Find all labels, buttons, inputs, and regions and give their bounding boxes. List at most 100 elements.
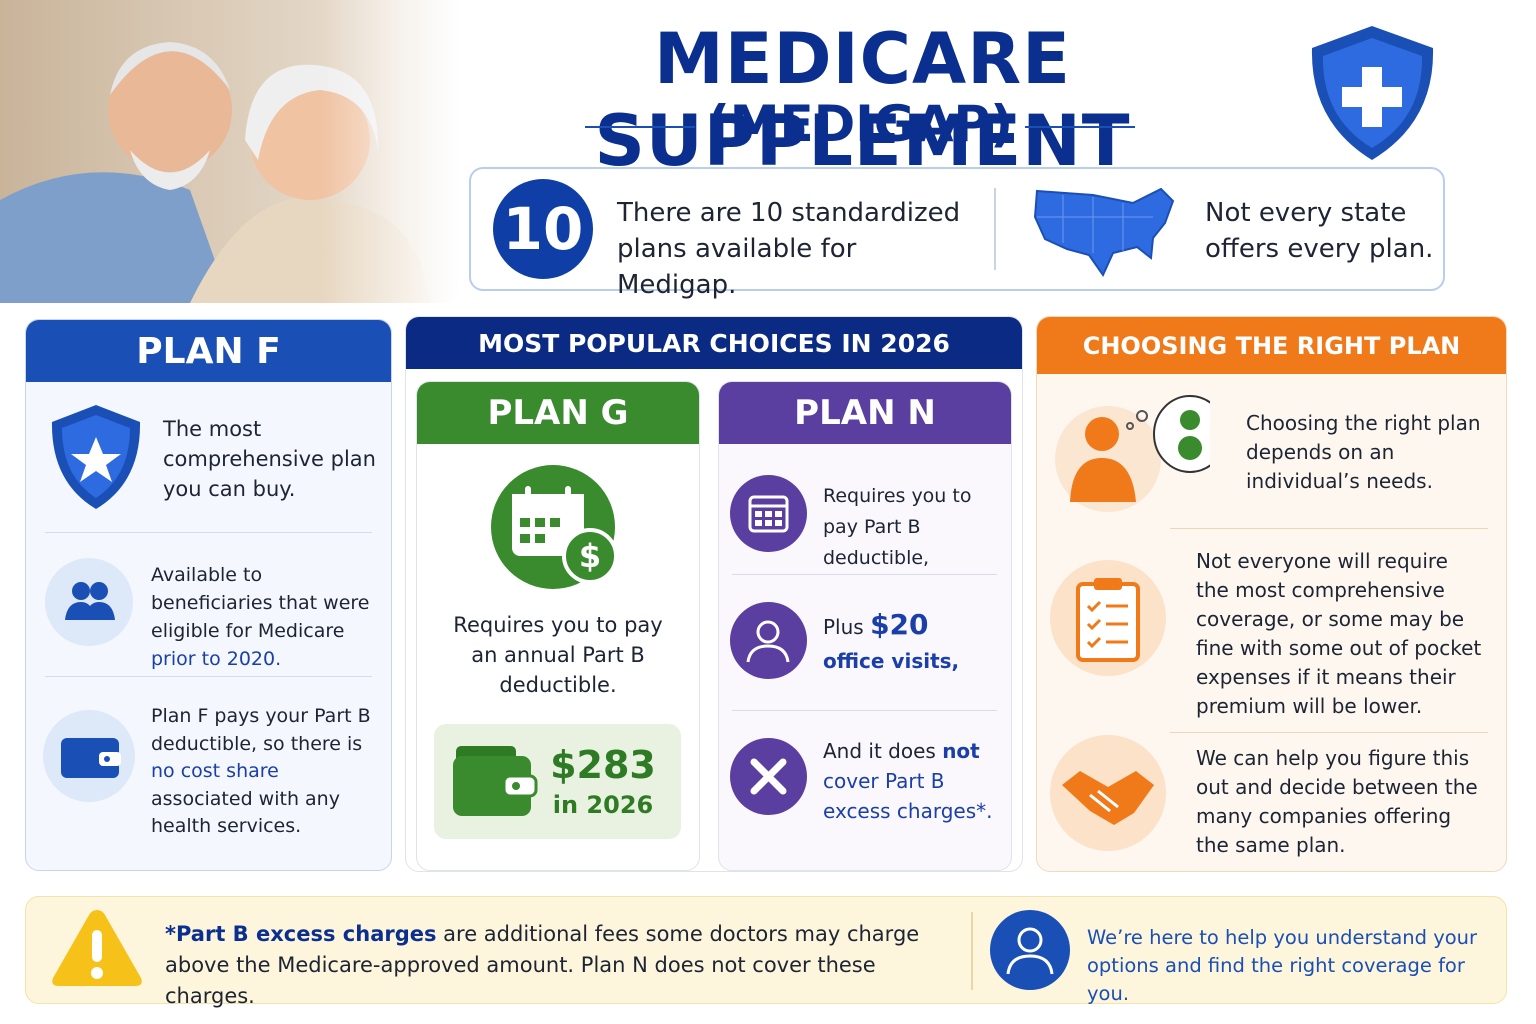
icon-shape — [775, 511, 782, 517]
icon-shape — [1017, 927, 1043, 953]
icon-shape — [453, 756, 531, 816]
intro-states: Not every state offers every plan. — [1205, 198, 1434, 264]
icon-shape — [0, 0, 460, 303]
icon-shape — [1126, 422, 1134, 430]
highlight: no cost share — [151, 760, 279, 782]
icon-shape — [750, 758, 787, 795]
highlight: prior to 2020. — [151, 648, 282, 670]
deductible-year: in 2026 — [552, 791, 654, 819]
icon-shape — [1076, 582, 1140, 662]
note-term: *Part B excess charges — [165, 922, 437, 946]
icon-shape — [550, 518, 560, 527]
checklist-svg — [1076, 578, 1140, 662]
icon-shape — [565, 486, 571, 502]
icon-shape — [61, 738, 119, 778]
icon-shape — [512, 494, 584, 508]
icon-shape — [748, 495, 789, 533]
plan-n-item: Requires you to pay Part B deductible, — [823, 485, 972, 569]
icon-shape — [104, 756, 110, 762]
dollar: $ — [579, 537, 601, 575]
warning-icon — [52, 910, 142, 986]
star-shield-icon — [51, 405, 141, 509]
calendar-icon — [730, 475, 807, 552]
icon-shape — [1178, 436, 1202, 460]
icon-shape — [755, 511, 782, 526]
plan-g-text: Requires you to pay an annual Part B ded… — [453, 613, 663, 697]
icon-shape — [71, 437, 121, 482]
wallet-svg — [61, 738, 121, 778]
doctor-svg — [1006, 927, 1054, 975]
couple-photo — [0, 0, 460, 303]
plan-f-item: Plan F pays your Part B deductible, so t… — [151, 703, 371, 841]
text: Plan F pays your Part B deductible, so t… — [151, 705, 371, 755]
copay: $20 — [870, 608, 929, 641]
doctor-svg — [746, 620, 790, 663]
doctor-icon — [990, 910, 1070, 990]
icon-shape — [1094, 578, 1122, 590]
highlight: cover Part B excess charges*. — [823, 769, 993, 823]
separator — [732, 710, 997, 711]
icon-shape — [562, 528, 618, 584]
separator — [732, 574, 997, 575]
x-icon — [730, 738, 807, 815]
icon-shape — [91, 967, 103, 979]
people-icon — [45, 558, 133, 646]
text: And it does — [823, 739, 943, 763]
choosing-item: Not everyone will require the most compr… — [1196, 549, 1482, 718]
divider — [971, 912, 973, 990]
icon-shape — [755, 520, 762, 526]
footer-note: *Part B excess charges are additional fe… — [165, 919, 955, 1012]
separator — [1170, 528, 1488, 529]
text: Plus — [823, 615, 871, 639]
highlight: office visits, — [823, 649, 960, 673]
icon-shape — [1180, 410, 1200, 430]
icon-shape — [1089, 789, 1119, 813]
plan-n-title: PLAN N — [719, 382, 1011, 444]
separator — [1170, 732, 1488, 733]
popular-title: MOST POPULAR CHOICES IN 2026 — [406, 317, 1022, 369]
separator — [45, 676, 372, 677]
icon-shape — [755, 511, 762, 517]
note-text: are additional fees some doctors may cha… — [165, 922, 920, 1008]
icon-shape — [520, 534, 530, 543]
icon-shape — [775, 520, 782, 526]
footer-box — [25, 896, 1507, 1004]
icon-shape — [1086, 600, 1128, 649]
icon-shape — [520, 518, 530, 527]
icon-shape — [1037, 195, 1153, 253]
icon-shape — [90, 582, 108, 600]
intro-plans: There are 10 standardized plans availabl… — [617, 198, 961, 300]
icon-shape — [1153, 395, 1210, 473]
people-svg — [65, 582, 115, 620]
icon-shape — [1342, 67, 1402, 127]
plan-n-item: And it does not cover Part B excess char… — [823, 736, 1008, 826]
thinking-icon — [1055, 395, 1210, 512]
icon-shape — [512, 782, 520, 790]
rule — [1025, 126, 1135, 128]
calendar-svg — [748, 495, 789, 533]
icon-shape — [520, 518, 560, 543]
checklist-icon — [1050, 560, 1166, 676]
icon-shape — [525, 486, 531, 502]
icon-shape — [756, 620, 780, 644]
icon-shape — [765, 511, 772, 517]
choosing-item: Choosing the right plan depends on an in… — [1246, 411, 1481, 493]
icon-shape — [65, 602, 115, 620]
plan-f-item: Available to beneficiaries that were eli… — [151, 561, 381, 673]
shield-icon — [1311, 26, 1434, 160]
choosing-item: We can help you figure this out and deci… — [1196, 746, 1478, 857]
rule — [585, 126, 695, 128]
icon-shape — [1136, 410, 1148, 422]
emphasis: not — [942, 739, 980, 763]
separator — [45, 532, 372, 533]
x-svg — [750, 758, 787, 795]
divider — [994, 188, 996, 270]
plan-n-item: Plus $20 office visits, — [823, 608, 1008, 678]
text: Available to beneficiaries that were eli… — [151, 564, 370, 642]
icon-shape — [72, 582, 90, 600]
us-map — [1033, 187, 1175, 278]
choosing-title: CHOOSING THE RIGHT PLAN — [1037, 317, 1506, 374]
help-text: We’re here to help you understand your o… — [1087, 926, 1478, 1005]
icon-shape — [765, 520, 772, 526]
